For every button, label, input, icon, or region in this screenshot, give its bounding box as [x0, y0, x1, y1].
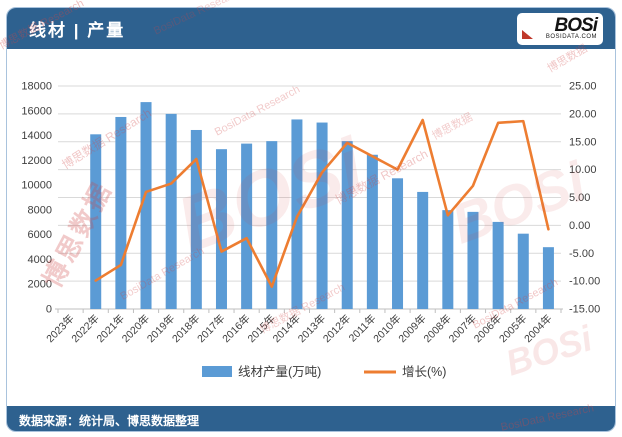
production-bar — [467, 211, 479, 309]
right-axis-tick-label: -10.00 — [569, 276, 600, 288]
source-bar: 数据来源：统计局、博思数据整理 — [7, 406, 615, 431]
left-axis-tick-label: 2000 — [28, 279, 52, 291]
production-growth-chart: 25.00 20.00 15.00 10.00 5.00 0.00 -5.00 -10.00 -… — [21, 81, 600, 380]
left-axis-tick-label: 8000 — [28, 204, 52, 216]
left-axis-tick-label: 6000 — [28, 229, 52, 241]
x-axis-category-label: 2004年 — [521, 312, 554, 345]
right-axis-tick-label: 5.00 — [569, 192, 590, 204]
data-source-text: 数据来源：统计局、博思数据整理 — [19, 414, 200, 428]
production-bar — [291, 119, 303, 309]
left-axis-tick-label: 14000 — [21, 130, 52, 142]
production-bar — [165, 113, 177, 309]
production-bar — [215, 149, 227, 309]
production-bar — [341, 141, 353, 309]
growth-line — [94, 118, 550, 288]
left-axis-tick-label: 12000 — [21, 155, 52, 167]
production-bar — [90, 134, 102, 309]
right-axis-tick-label: 25.00 — [569, 81, 597, 93]
production-bar — [140, 102, 152, 309]
x-axis-category-label: 2012年 — [320, 312, 353, 345]
title-bar: 线材 | 产量 BOSi BOSIDATA.COM — [7, 8, 615, 49]
right-axis-tick-label: 15.00 — [569, 136, 597, 148]
production-bar — [517, 233, 529, 309]
right-axis-tick-label: -15.00 — [569, 304, 600, 316]
right-axis-tick-label: -5.00 — [569, 248, 594, 260]
legend-bar-swatch — [202, 366, 232, 377]
production-bar — [115, 116, 127, 309]
left-axis-tick-label: 18000 — [21, 81, 52, 93]
production-bar — [316, 122, 328, 309]
right-axis-tick-label: 10.00 — [569, 164, 597, 176]
production-bar — [266, 141, 278, 309]
left-axis-tick-label: 0 — [46, 304, 52, 316]
chart-area: 25.00 20.00 15.00 10.00 5.00 0.00 -5.00 -10.00 -… — [7, 49, 615, 406]
production-bar — [241, 143, 253, 309]
right-axis-tick-label: 20.00 — [569, 108, 597, 120]
panel: 线材 | 产量 BOSi BOSIDATA.COM 25.00 20.00 15.0… — [6, 7, 616, 432]
production-bar — [417, 191, 429, 309]
page-title: 线材 | 产量 — [29, 21, 126, 40]
production-bar — [366, 154, 378, 309]
logo-subtext: BOSIDATA.COM — [545, 33, 597, 40]
production-bar — [492, 221, 504, 309]
right-axis-tick-label: 0.00 — [569, 220, 590, 232]
legend-bar-label: 线材产量(万吨) — [238, 365, 321, 379]
bosi-logo: BOSi BOSIDATA.COM — [517, 12, 603, 45]
legend-line-label: 增长(%) — [402, 364, 446, 379]
logo-triangle-icon — [522, 29, 533, 39]
left-axis-tick-label: 16000 — [21, 105, 52, 117]
production-bar — [442, 210, 454, 309]
logo-text: BOSi — [554, 14, 598, 36]
production-bar — [190, 129, 202, 309]
left-axis-tick-label: 4000 — [28, 254, 52, 266]
production-bar — [542, 247, 554, 309]
left-axis-tick-label: 10000 — [21, 180, 52, 192]
production-bar — [392, 178, 404, 309]
